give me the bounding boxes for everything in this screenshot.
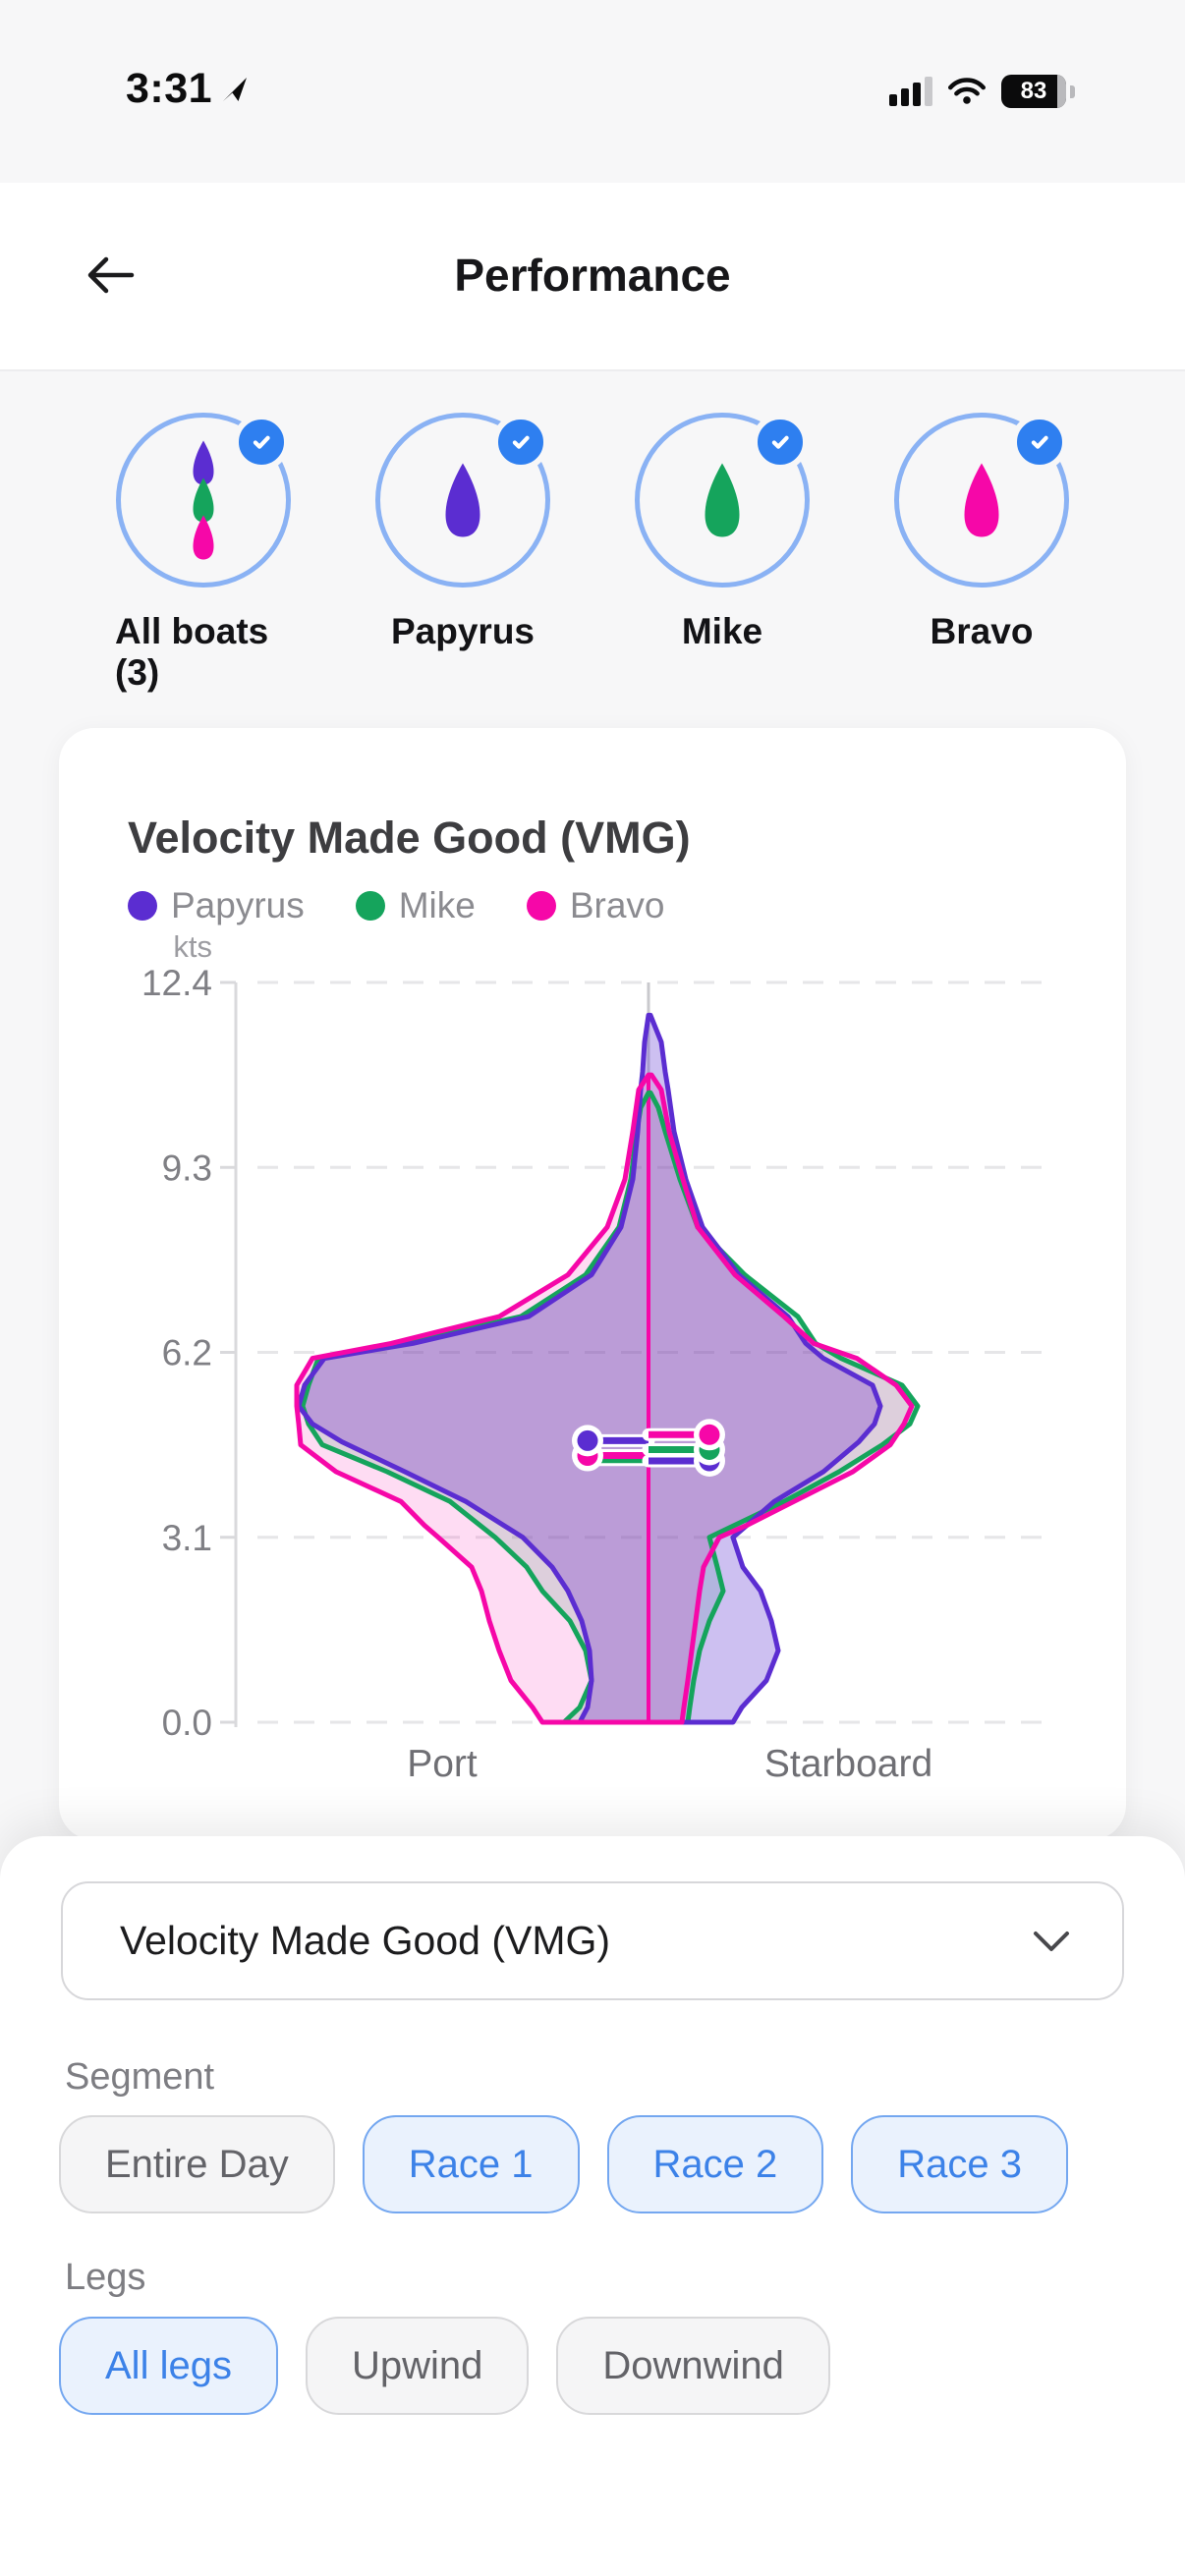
- svg-text:Port: Port: [407, 1743, 478, 1785]
- boat-label: All boats (3): [115, 611, 269, 693]
- chip-upwind[interactable]: Upwind: [305, 2317, 530, 2415]
- check-badge-icon: [1011, 414, 1068, 471]
- svg-text:3.1: 3.1: [162, 1518, 212, 1558]
- boat-hull-icon: [705, 463, 740, 537]
- battery-icon: 83: [1001, 75, 1066, 108]
- legs-label: Legs: [65, 2257, 146, 2298]
- legs-chips: All legs Upwind Downwind: [59, 2317, 830, 2415]
- boat-hulls-icon: [189, 440, 218, 560]
- status-bar: 3:31 83: [0, 0, 1185, 183]
- svg-text:6.2: 6.2: [162, 1333, 212, 1373]
- boat-label: Mike: [681, 611, 763, 651]
- battery-nub: [1070, 84, 1075, 98]
- svg-text:9.3: 9.3: [162, 1148, 212, 1188]
- svg-text:12.4: 12.4: [141, 963, 212, 1003]
- battery-percent: 83: [1020, 78, 1047, 104]
- avatar: [635, 413, 810, 588]
- chart-legend: Papyrus Mike Bravo: [128, 885, 665, 926]
- svg-text:0.0: 0.0: [162, 1703, 212, 1743]
- avatar: [894, 413, 1069, 588]
- segment-label: Segment: [65, 2056, 215, 2098]
- chip-downwind[interactable]: Downwind: [556, 2317, 830, 2415]
- vmg-violin-chart: 12.4 9.3 6.2 3.1 0.0 kts Port Starboard: [141, 933, 1048, 1785]
- check-badge-icon: [233, 414, 290, 471]
- filters-bottom-sheet: Velocity Made Good (VMG) Segment Entire …: [0, 1836, 1185, 2576]
- clock: 3:31: [126, 65, 250, 113]
- segment-chips: Entire Day Race 1 Race 2 Race 3: [59, 2115, 1068, 2213]
- legend-item-papyrus: Papyrus: [128, 885, 305, 926]
- boat-label: Papyrus: [390, 611, 535, 651]
- legend-dot: [355, 891, 385, 921]
- boat-hull-icon: [964, 463, 999, 537]
- wifi-icon: [948, 78, 986, 104]
- check-badge-icon: [492, 414, 549, 471]
- boat-hull-icon: [445, 463, 480, 537]
- arrow-left-icon: [87, 256, 135, 294]
- metric-select[interactable]: Velocity Made Good (VMG): [61, 1881, 1124, 2000]
- location-arrow-icon: [223, 77, 248, 101]
- chip-race-3[interactable]: Race 3: [851, 2115, 1068, 2213]
- boat-item-bravo[interactable]: Bravo: [893, 413, 1070, 694]
- chip-all-legs[interactable]: All legs: [59, 2317, 278, 2415]
- page-title: Performance: [454, 250, 731, 301]
- time-text: 3:31: [126, 65, 213, 112]
- svg-text:Starboard: Starboard: [764, 1743, 932, 1785]
- check-badge-icon: [752, 414, 809, 471]
- chip-entire-day[interactable]: Entire Day: [59, 2115, 335, 2213]
- chip-race-1[interactable]: Race 1: [362, 2115, 580, 2213]
- legend-dot: [128, 891, 157, 921]
- boat-item-mike[interactable]: Mike: [634, 413, 811, 694]
- legend-item-bravo: Bravo: [526, 885, 665, 926]
- nav-header: Performance: [0, 183, 1185, 371]
- chip-race-2[interactable]: Race 2: [606, 2115, 824, 2213]
- avatar: [375, 413, 550, 588]
- avatar: [116, 413, 291, 588]
- boat-item-papyrus[interactable]: Papyrus: [374, 413, 551, 694]
- legend-item-mike: Mike: [355, 885, 476, 926]
- metric-select-value: Velocity Made Good (VMG): [120, 1918, 611, 1963]
- chart-title: Velocity Made Good (VMG): [128, 812, 691, 863]
- chevron-down-icon: [1034, 1931, 1069, 1951]
- boat-selector-row: All boats (3) Papyrus Mike Bravo: [0, 413, 1185, 694]
- chart-card: Velocity Made Good (VMG) Papyrus Mike Br…: [59, 728, 1126, 1840]
- boat-item-all-boats[interactable]: All boats (3): [115, 413, 292, 694]
- cellular-signal-icon: [889, 77, 932, 106]
- status-icons: 83: [889, 75, 1075, 108]
- svg-text:kts: kts: [173, 933, 212, 964]
- back-button[interactable]: [83, 252, 138, 299]
- legend-dot: [526, 891, 556, 921]
- boat-label: Bravo: [930, 611, 1034, 651]
